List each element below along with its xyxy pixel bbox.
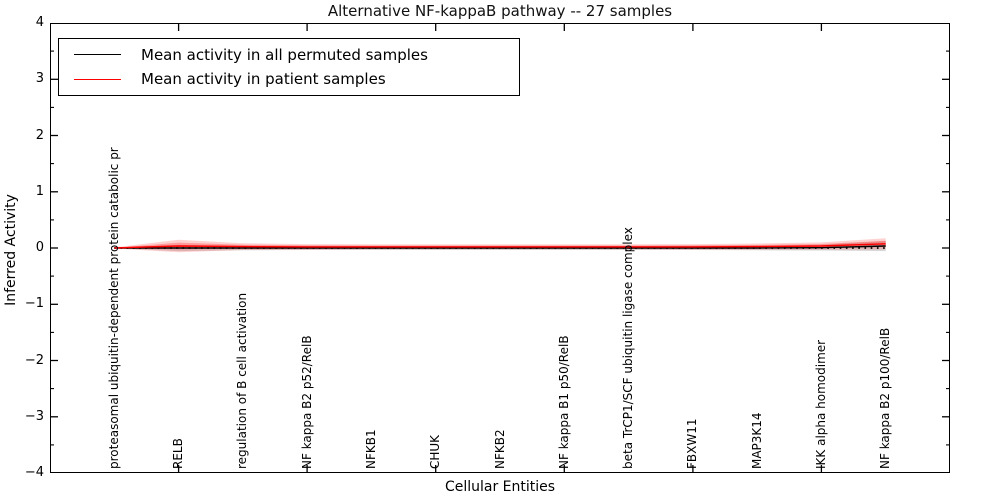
x-category-label: CHUK — [428, 434, 443, 469]
y-tick-label: −1 — [24, 296, 44, 312]
legend-item-patient: Mean activity in patient samples — [59, 70, 519, 88]
x-axis-label: Cellular Entities — [444, 479, 556, 495]
y-tick-label: −2 — [24, 352, 44, 368]
x-category-label: regulation of B cell activation — [235, 292, 250, 469]
y-tick-label: 2 — [35, 127, 44, 143]
x-category-label: NF kappa B2 p100/RelB — [878, 327, 893, 469]
x-category-label: NF kappa B1 p50/RelB — [556, 335, 571, 469]
x-category-label: NF kappa B2 p52/RelB — [299, 335, 314, 469]
y-tick-label: −4 — [24, 465, 44, 480]
x-category-label: IKK alpha homodimer — [813, 339, 828, 469]
y-tick-label: 0 — [35, 240, 44, 255]
x-category-label: proteasomal ubiquitin-dependent protein … — [106, 147, 121, 469]
y-tick-label: 4 — [35, 15, 44, 30]
x-category-label: FBXW11 — [685, 418, 700, 470]
legend-label: Mean activity in patient samples — [141, 70, 386, 89]
x-category-label: NFKB2 — [492, 429, 507, 469]
x-category-label: RELB — [171, 438, 186, 469]
legend-label: Mean activity in all permuted samples — [141, 45, 428, 64]
line-mean-patient — [114, 243, 886, 249]
legend-line-black-icon — [74, 54, 121, 56]
x-category-label: NFKB1 — [363, 429, 378, 469]
y-tick-label: −3 — [24, 408, 44, 424]
legend: Mean activity in all permuted samples Me… — [58, 38, 520, 96]
legend-item-permuted: Mean activity in all permuted samples — [59, 46, 519, 64]
y-tick-label: 1 — [35, 183, 44, 199]
chart-title: Alternative NF-kappaB pathway -- 27 samp… — [327, 2, 673, 20]
plot-canvas — [50, 23, 950, 473]
legend-line-red-icon — [74, 78, 121, 80]
x-category-label: beta TrCP1/SCF ubiquitin ligase complex — [621, 227, 636, 469]
y-tick-label: 3 — [35, 71, 44, 87]
x-category-label: MAP3K14 — [749, 412, 764, 469]
